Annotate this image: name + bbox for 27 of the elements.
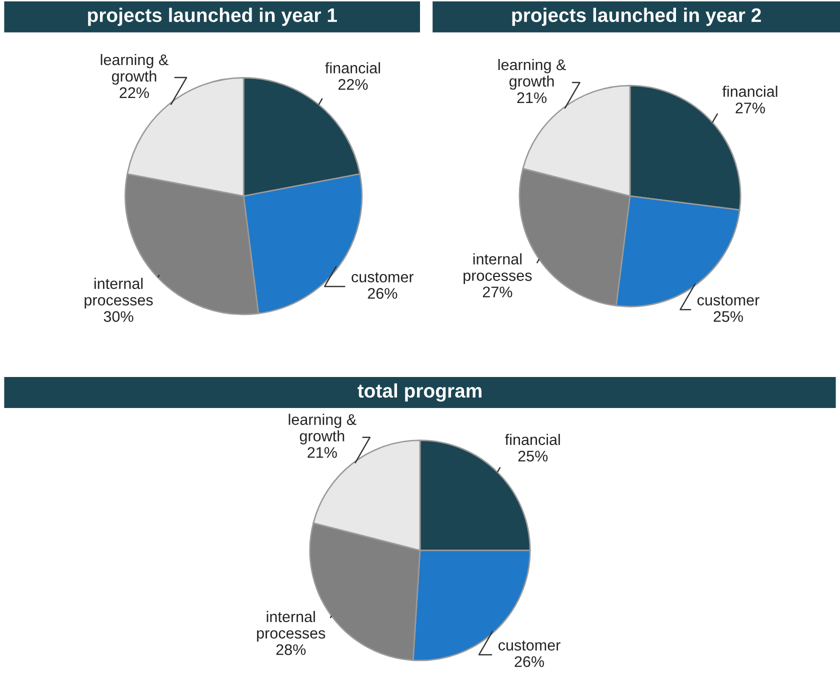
slice-label: customer xyxy=(498,640,560,651)
data-label: 27% xyxy=(736,102,765,114)
data-label: 26% xyxy=(368,288,398,299)
data-label: 22% xyxy=(338,79,368,90)
data-label: 25% xyxy=(714,311,743,322)
data-label: 25% xyxy=(518,450,548,462)
slice-label: learning & growth xyxy=(100,54,168,85)
data-label: 26% xyxy=(514,656,544,668)
slice-label: financial xyxy=(325,62,380,74)
slice-label: internal processes xyxy=(257,610,326,642)
slice-label: learning & growth xyxy=(288,414,356,444)
slice-label: learning & growth xyxy=(498,58,566,90)
slice-label: customer xyxy=(697,295,760,306)
slice-label: financial xyxy=(505,434,560,446)
slice-label: financial xyxy=(722,86,778,97)
data-label: 21% xyxy=(517,92,547,104)
data-label: 30% xyxy=(104,311,134,322)
chart-title: total program xyxy=(358,383,482,402)
slice-label: customer xyxy=(352,272,414,282)
data-label: 27% xyxy=(482,286,512,298)
data-label: 21% xyxy=(308,447,337,458)
slice-label: internal processes xyxy=(464,253,532,284)
chart-title: projects launched in year 1 xyxy=(88,8,337,26)
chart-title: projects launched in year 2 xyxy=(512,8,761,26)
data-label: 22% xyxy=(120,87,149,98)
data-label: 28% xyxy=(276,644,306,656)
slice-label: internal processes xyxy=(84,278,153,309)
